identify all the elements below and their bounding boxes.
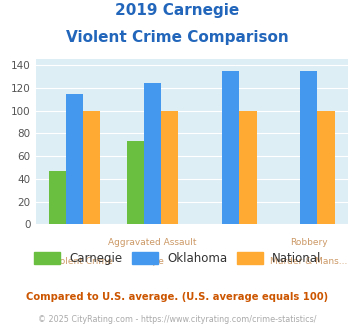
Bar — [144, 83, 161, 224]
Bar — [83, 111, 100, 224]
Text: Murder & Mans...: Murder & Mans... — [270, 257, 348, 266]
Text: Compared to U.S. average. (U.S. average equals 100): Compared to U.S. average. (U.S. average … — [26, 292, 329, 302]
Bar — [161, 111, 179, 224]
Bar — [317, 111, 335, 224]
Text: All Violent Crime: All Violent Crime — [37, 257, 113, 266]
Text: Violent Crime Comparison: Violent Crime Comparison — [66, 30, 289, 45]
Bar — [127, 141, 144, 224]
Bar — [49, 171, 66, 224]
Bar — [222, 71, 239, 224]
Text: Robbery: Robbery — [290, 238, 328, 247]
Bar — [300, 71, 317, 224]
Legend: Carnegie, Oklahoma, National: Carnegie, Oklahoma, National — [34, 252, 321, 265]
Text: Aggravated Assault: Aggravated Assault — [108, 238, 197, 247]
Bar — [239, 111, 257, 224]
Text: © 2025 CityRating.com - https://www.cityrating.com/crime-statistics/: © 2025 CityRating.com - https://www.city… — [38, 315, 317, 324]
Bar — [66, 93, 83, 224]
Text: Rape: Rape — [141, 257, 164, 266]
Text: 2019 Carnegie: 2019 Carnegie — [115, 3, 240, 18]
